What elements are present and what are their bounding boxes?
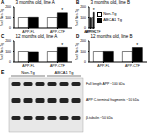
svg-text:0: 0 (9, 60, 11, 64)
svg-text:β-tubulin ~50 kDa: β-tubulin ~50 kDa (86, 116, 113, 120)
svg-text:% of Non-Tg: % of Non-Tg (75, 9, 79, 26)
svg-text:APP C-terminal fragments ~10 k: APP C-terminal fragments ~10 kDa (86, 98, 139, 102)
html-text:12 months old, line B: 12 months old, line B (90, 34, 133, 39)
html-text:3 months old, line A: 3 months old, line A (15, 0, 55, 5)
html-text:3 months old, line B: 3 months old, line B (90, 0, 130, 5)
html-text:12 months old, line A: 12 months old, line A (15, 34, 58, 39)
svg-text:0: 0 (9, 26, 11, 30)
svg-text:100: 100 (80, 50, 86, 54)
svg-text:0: 0 (84, 60, 86, 64)
svg-text:100: 100 (8, 16, 11, 20)
svg-text:200: 200 (8, 39, 11, 43)
svg-text:APP-FL: APP-FL (22, 64, 34, 68)
svg-text:0: 0 (84, 26, 86, 30)
svg-text:100: 100 (80, 16, 86, 20)
svg-text:*: * (93, 7, 95, 13)
html-text:Non-Tg: Non-Tg (103, 11, 117, 16)
svg-text:% of Non-Tg: % of Non-Tg (75, 43, 79, 60)
html-text:C: C (1, 34, 5, 39)
svg-text:APP-FL: APP-FL (97, 64, 109, 68)
svg-text:200: 200 (8, 5, 11, 9)
svg-text:ABCA1 Tg: ABCA1 Tg (55, 70, 74, 75)
svg-text:APP-CTF: APP-CTF (50, 64, 65, 68)
svg-text:*: * (61, 42, 63, 48)
svg-text:*: * (136, 42, 138, 48)
svg-text:200: 200 (80, 39, 86, 43)
html-text:A: A (1, 0, 5, 5)
svg-text:Full length APP ~100 kDa: Full length APP ~100 kDa (86, 82, 125, 86)
html-text:ABCA1 Tg: ABCA1 Tg (103, 17, 122, 22)
svg-text:*: * (61, 7, 63, 13)
svg-text:APP-CTF: APP-CTF (86, 30, 101, 34)
svg-text:APP-CTF: APP-CTF (125, 64, 140, 68)
html-text:D: D (76, 34, 80, 39)
svg-text:200: 200 (80, 5, 86, 9)
html-text:B: B (76, 0, 80, 5)
svg-text:Non-Tg: Non-Tg (21, 70, 34, 75)
svg-text:APP-FL: APP-FL (22, 30, 34, 34)
svg-text:APP-CTF: APP-CTF (50, 30, 65, 34)
svg-text:100: 100 (8, 50, 11, 54)
